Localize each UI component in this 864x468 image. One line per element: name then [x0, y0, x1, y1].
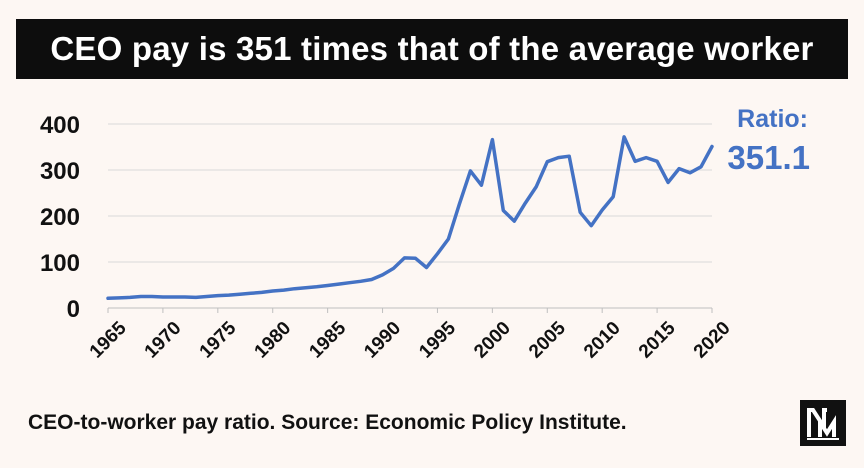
ratio-annotation-value: 351.1 [727, 139, 810, 176]
y-tick-label: 200 [40, 204, 80, 231]
x-tick-label: 1975 [196, 317, 241, 362]
chart-title: CEO pay is 351 times that of the average… [50, 30, 814, 67]
title-bar: CEO pay is 351 times that of the average… [16, 19, 848, 79]
x-tick-label: 2000 [470, 318, 515, 363]
x-tick-label: 2020 [690, 318, 735, 363]
y-tick-label: 300 [40, 158, 80, 185]
x-axis-tick-labels: 1965 1970 1975 1980 1985 1990 1995 2000 2005 2010… [86, 308, 735, 362]
x-tick-label: 1965 [86, 317, 131, 362]
y-tick-label: 100 [40, 250, 80, 277]
x-tick-label: 2010 [580, 318, 625, 363]
y-tick-label: 0 [67, 296, 80, 323]
y-axis-tick-labels: 0 100 200 300 400 [40, 112, 80, 323]
nm-logo-icon [800, 400, 846, 446]
series-line-ceo-worker-ratio [106, 135, 714, 301]
x-tick-label: 1995 [415, 317, 460, 362]
x-tick-label: 1990 [360, 318, 405, 363]
x-tick-label: 1980 [251, 318, 296, 363]
x-tick-label: 1985 [305, 317, 350, 362]
x-tick-label: 2005 [525, 317, 570, 362]
source-caption: CEO-to-worker pay ratio. Source: Economi… [28, 411, 627, 434]
x-tick-label: 2015 [635, 317, 680, 362]
ratio-annotation-label: Ratio: [737, 105, 808, 133]
gridlines [108, 123, 712, 263]
x-tick-label: 1970 [141, 318, 186, 363]
y-tick-label: 400 [40, 112, 80, 139]
